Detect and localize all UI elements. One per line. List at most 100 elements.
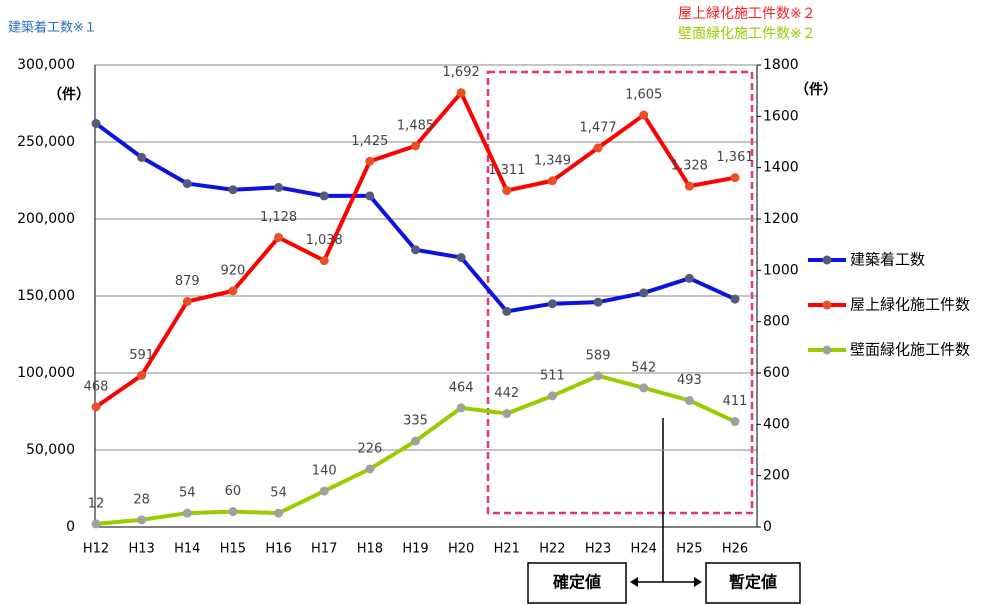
marker [593, 143, 603, 153]
y-tick-label: 0 [66, 519, 75, 535]
marker [547, 391, 557, 401]
marker [411, 436, 420, 446]
marker [365, 464, 375, 474]
marker [91, 119, 101, 129]
marker [319, 191, 329, 201]
value-label: 1,128 [260, 210, 297, 225]
y2-tick-label: 0 [763, 519, 772, 535]
marker [502, 186, 512, 196]
legend-label: 壁面緑化施工件数 [850, 341, 970, 359]
marker [502, 306, 512, 316]
value-label: 920 [221, 263, 246, 278]
value-label: 1,328 [671, 159, 708, 174]
marker [91, 519, 101, 529]
x-tick-label: H14 [174, 542, 200, 557]
x-tick-label: H24 [631, 542, 657, 557]
value-label: 54 [179, 486, 196, 501]
x-tick-label: H26 [722, 542, 748, 557]
annotation: 確定値 [553, 573, 601, 592]
value-label: 1,692 [443, 65, 480, 80]
marker [730, 417, 740, 427]
value-label: 54 [270, 486, 287, 501]
value-label: 1,038 [306, 233, 343, 248]
value-label: 1,349 [534, 153, 571, 168]
value-label: 60 [225, 484, 242, 499]
x-tick-label: H20 [448, 542, 474, 557]
value-label: 493 [677, 373, 702, 388]
y2-tick-label: 1600 [763, 108, 799, 124]
x-tick-label: H19 [402, 542, 428, 557]
value-label: 140 [312, 464, 337, 479]
marker [137, 370, 147, 380]
marker [411, 245, 420, 255]
marker [274, 508, 284, 518]
marker [365, 156, 375, 166]
box [527, 562, 627, 604]
annotation: 暫定値 [729, 573, 777, 592]
marker [319, 256, 329, 266]
x-tick-label: H15 [220, 542, 246, 557]
y-tick-label: 300,000 [17, 57, 75, 73]
marker [91, 402, 101, 412]
value-label: 1,311 [488, 163, 525, 178]
y-axis-label: （件） [48, 86, 90, 103]
x-tick-label: H25 [676, 542, 702, 557]
marker [684, 181, 694, 191]
marker [730, 294, 740, 304]
marker [182, 508, 192, 518]
marker [684, 395, 694, 405]
x-tick-label: H12 [83, 542, 109, 557]
legend-marker [822, 255, 832, 265]
marker [182, 296, 192, 306]
value-label: 335 [403, 414, 428, 429]
value-label: 411 [723, 394, 748, 409]
y2-tick-label: 1200 [763, 211, 799, 227]
value-label: 442 [494, 386, 519, 401]
x-tick-label: H18 [357, 542, 383, 557]
y-tick-label: 200,000 [17, 211, 75, 227]
marker [274, 232, 284, 242]
y-tick-label: 150,000 [17, 288, 75, 304]
x-tick-label: H17 [311, 542, 337, 557]
value-label: 511 [540, 368, 565, 383]
y2-tick-label: 1000 [763, 262, 799, 278]
marker [411, 141, 420, 151]
value-label: 542 [631, 360, 656, 375]
marker [182, 179, 192, 189]
y2-tick-label: 200 [763, 468, 790, 484]
value-label: 589 [586, 348, 611, 363]
y2-tick-label: 600 [763, 365, 790, 381]
value-label: 12 [88, 496, 105, 511]
marker [456, 403, 466, 413]
value-label: 1,477 [579, 120, 616, 135]
annotation: 建築着工数※１ [8, 20, 97, 36]
value-label: 464 [449, 380, 474, 395]
arrow-heads [630, 577, 702, 587]
marker [228, 507, 238, 517]
value-label: 879 [175, 274, 200, 289]
legend-label: 建築着工数 [850, 251, 925, 269]
x-tick-label: H21 [494, 542, 520, 557]
marker [593, 297, 603, 307]
marker [228, 286, 238, 296]
marker [365, 191, 375, 201]
value-label: 226 [357, 441, 382, 456]
value-label: 1,361 [716, 150, 753, 165]
legend-label: 屋上緑化施工件数 [850, 296, 970, 314]
y-tick-label: 50,000 [26, 442, 75, 458]
marker [730, 173, 740, 183]
marker [319, 486, 329, 496]
value-label: 468 [84, 379, 109, 394]
marker [639, 288, 649, 298]
marker [228, 185, 238, 195]
x-tick-label: H16 [265, 542, 291, 557]
marker [502, 409, 512, 419]
marker [137, 152, 147, 162]
marker [456, 253, 466, 262]
value-label: 1,605 [625, 88, 662, 103]
provisional-box [486, 70, 754, 515]
y-tick-label: 100,000 [17, 365, 75, 381]
marker [639, 383, 649, 393]
marker [547, 176, 557, 186]
